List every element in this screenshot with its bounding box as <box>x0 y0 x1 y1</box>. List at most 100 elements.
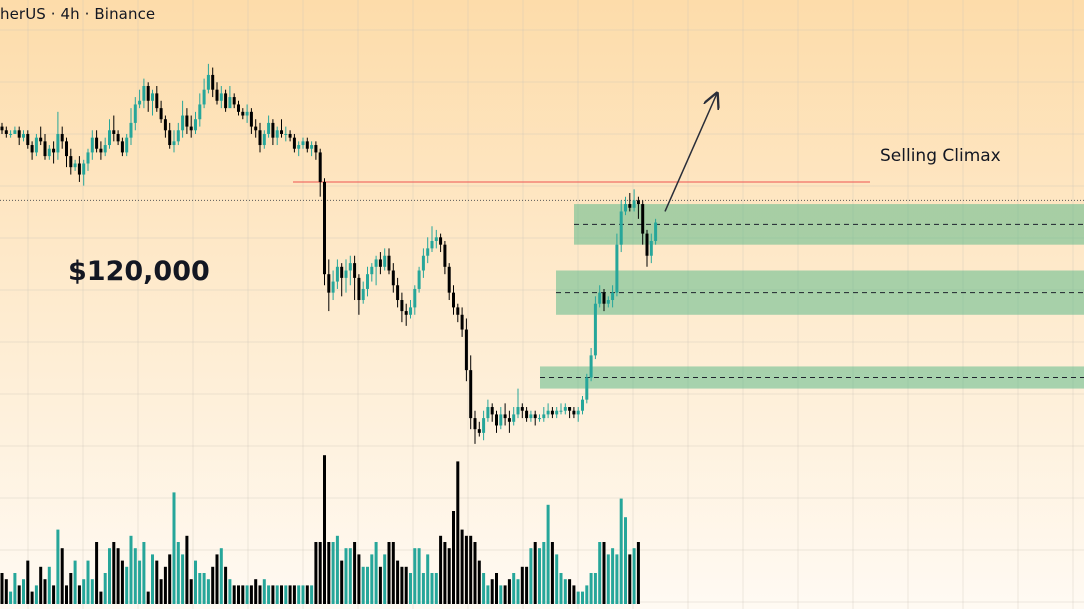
candle-body <box>47 148 51 157</box>
candle-body <box>305 141 309 149</box>
candle-body <box>301 141 305 146</box>
candle-body <box>499 414 503 426</box>
volume-bar <box>146 591 150 604</box>
candle-body <box>17 130 21 138</box>
candle-body <box>443 244 447 267</box>
volume-bar <box>568 579 572 604</box>
volume-bar <box>116 548 120 604</box>
candle-body <box>452 292 455 308</box>
volume-bar <box>284 585 288 604</box>
volume-bar <box>632 548 636 604</box>
interval-label[interactable]: 4h <box>60 5 80 23</box>
candle-body <box>4 130 8 134</box>
candle-body <box>374 259 378 267</box>
candle-body <box>292 137 296 149</box>
volume-bar <box>30 591 34 604</box>
volume-bar <box>606 554 610 604</box>
candle-body <box>636 200 640 205</box>
volume-bar <box>95 542 99 604</box>
candle-body <box>366 274 369 289</box>
volume-bar <box>383 554 387 604</box>
volume-bars <box>0 455 640 604</box>
candle-body <box>65 141 68 157</box>
volume-bar <box>417 548 421 604</box>
candle-body <box>555 410 559 415</box>
candle-body <box>335 266 339 282</box>
volume-bar <box>202 573 206 604</box>
volume-bar <box>542 542 546 604</box>
volume-bar <box>22 579 25 604</box>
volume-bar <box>103 573 107 604</box>
volume-bar <box>47 566 51 604</box>
candle-body <box>529 414 533 419</box>
symbol-header[interactable]: herUS · 4h · Binance <box>0 5 155 23</box>
candle-body <box>464 329 468 371</box>
candle-body <box>654 222 658 241</box>
volume-bar <box>335 535 339 604</box>
candle-body <box>99 148 103 153</box>
candle-body <box>546 410 550 415</box>
candle-body <box>477 429 481 433</box>
demand-zones[interactable] <box>540 204 1084 389</box>
candle-body <box>520 407 524 411</box>
candle-body <box>495 414 498 426</box>
candle-body <box>138 100 142 105</box>
candle-body <box>486 407 490 419</box>
candle-body <box>533 414 537 419</box>
volume-bar <box>224 566 228 604</box>
candle-body <box>525 410 529 419</box>
candle-body <box>146 86 150 101</box>
volume-bar <box>198 573 202 604</box>
volume-bar <box>52 585 56 604</box>
candle-body <box>593 303 597 356</box>
volume-bar <box>99 591 103 604</box>
volume-bar <box>559 573 563 604</box>
volume-bar <box>361 566 365 604</box>
candle-body <box>258 130 262 146</box>
candle-body <box>129 122 133 138</box>
candle-body <box>77 163 81 175</box>
volume-bar <box>0 573 4 604</box>
candle-body <box>469 370 473 419</box>
candle-body <box>323 181 326 275</box>
candle-body <box>559 410 563 412</box>
volume-bar <box>163 566 167 604</box>
candle-body <box>185 115 189 127</box>
volume-bar <box>26 560 30 604</box>
volume-bar <box>370 554 374 604</box>
candle-body <box>219 93 223 101</box>
volume-bar <box>69 573 73 604</box>
candle-body <box>60 133 64 142</box>
drawings[interactable] <box>664 93 717 212</box>
volume-bar <box>258 585 262 604</box>
candle-body <box>542 414 546 419</box>
candle-body <box>348 263 352 271</box>
candle-body <box>572 410 576 415</box>
volume-bar <box>503 585 507 604</box>
volume-bar <box>598 542 602 604</box>
symbol-label[interactable]: herUS <box>0 5 46 23</box>
volume-bar <box>237 585 240 604</box>
candle-body <box>206 74 210 90</box>
volume-bar <box>73 560 77 604</box>
volume-bar <box>439 535 443 604</box>
volume-bar <box>275 585 279 604</box>
candle-body <box>69 156 73 168</box>
volume-bar <box>499 585 503 604</box>
volume-bar <box>9 591 13 604</box>
selling-climax-label[interactable]: Selling Climax <box>880 146 1001 166</box>
volume-bar <box>297 585 301 604</box>
projection-arrow[interactable] <box>664 93 717 212</box>
volume-bar <box>482 573 486 604</box>
candle-body <box>340 266 344 278</box>
volume-bar <box>357 554 361 604</box>
candle-body <box>151 93 154 101</box>
volume-bar <box>267 585 271 604</box>
candle-body <box>314 145 318 153</box>
candle-body <box>490 407 494 415</box>
volume-bar <box>366 566 369 604</box>
candle-body <box>241 111 245 116</box>
candle-body <box>73 163 77 168</box>
